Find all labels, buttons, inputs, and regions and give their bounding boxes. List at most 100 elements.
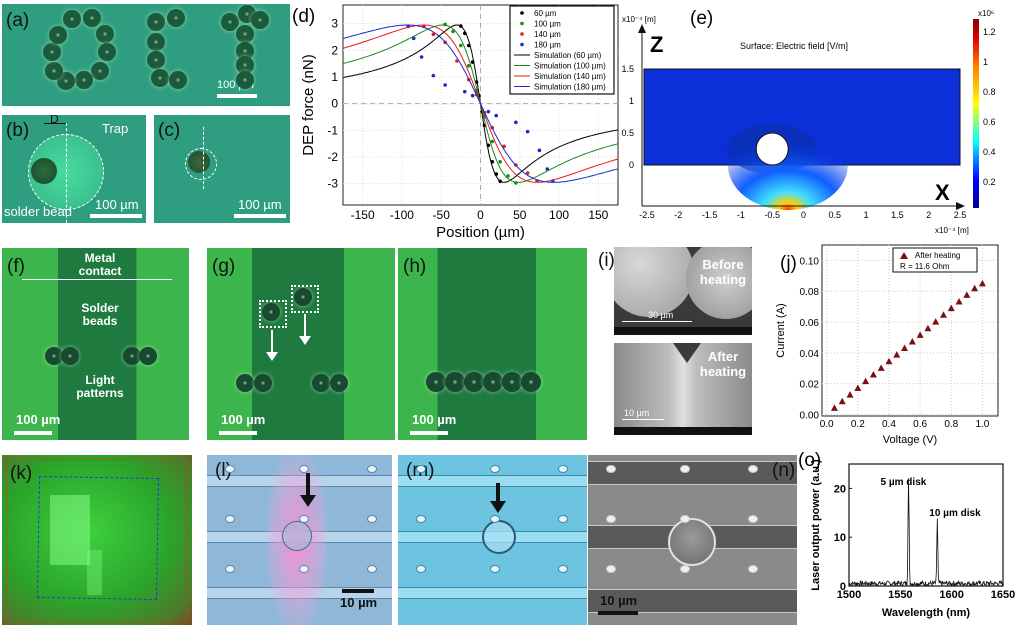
- solder-bead: [98, 43, 116, 61]
- waveguide-stripe: [588, 461, 797, 485]
- colorbar-tick-label: 0.8: [983, 87, 996, 97]
- x-tick-label: 1: [864, 210, 869, 220]
- data-point: [924, 324, 932, 332]
- data-point: [932, 318, 940, 325]
- solder-bead: [57, 72, 75, 90]
- x-unit-label: x10⁻⁴ [m]: [935, 226, 969, 235]
- scale-bar: [342, 589, 374, 593]
- legend-entry: 100 µm: [534, 20, 561, 29]
- legend-box: [892, 247, 978, 273]
- panel-label-e: (e): [690, 8, 713, 29]
- solder-bead: [254, 374, 272, 392]
- alignment-dot: [416, 565, 426, 573]
- scale-bar: [219, 431, 257, 435]
- panel-label-b: (b): [6, 120, 30, 141]
- metal-contact-label: Metal contact: [78, 251, 122, 278]
- colorbar-tick-label: 0.4: [983, 147, 996, 157]
- data-point: [846, 391, 854, 398]
- scale-label: 100 µm: [16, 412, 61, 427]
- sem-after-heating: After heating 10 µm: [614, 343, 752, 435]
- trap-label: Trap: [102, 121, 129, 136]
- scale-bar: [622, 321, 692, 322]
- data-point: [901, 344, 909, 352]
- panel-label-j: (j): [780, 253, 797, 274]
- solder-sphere: [614, 247, 694, 317]
- legend-box: [509, 5, 615, 95]
- x-tick-label: -0.5: [764, 210, 780, 220]
- trap-center-line: [203, 127, 204, 189]
- y-tick-label: 1: [629, 96, 634, 106]
- arrow-head-icon: [490, 501, 506, 513]
- data-point: [466, 64, 471, 68]
- alignment-dot: [680, 465, 690, 473]
- device-pattern: [87, 550, 102, 595]
- x-tick-label: 100: [549, 208, 569, 222]
- microdisk: [482, 520, 516, 554]
- data-point: [490, 139, 495, 144]
- alignment-dot: [606, 565, 616, 573]
- data-point: [545, 167, 550, 171]
- x-tick-label: 2: [926, 210, 931, 220]
- x-tick-label: 0.2: [851, 419, 865, 430]
- y-tick-label: 0.00: [800, 410, 820, 421]
- legend-entry: Simulation (180 µm): [534, 83, 606, 92]
- data-point: [916, 331, 924, 338]
- waveguide-stripe: [398, 475, 587, 487]
- solder-bead: [502, 372, 522, 392]
- down-arrow-icon: [304, 314, 306, 338]
- scale-bar: [234, 214, 286, 218]
- legend-entry: 180 µm: [534, 41, 561, 50]
- solder-bead: [147, 33, 165, 51]
- x-tick-label: -2.5: [639, 210, 655, 220]
- arrow-head-icon: [266, 352, 278, 361]
- colorbar-tick-label: 0.2: [983, 177, 996, 187]
- solder-bead: [236, 71, 254, 89]
- legend-marker: [520, 21, 524, 26]
- y-tick-label: 0.10: [800, 256, 820, 267]
- y-tick-label: 0.08: [800, 287, 820, 298]
- x-tick-label: -1.5: [702, 210, 718, 220]
- data-point: [470, 93, 475, 98]
- solder-beads-label: Solder beads: [81, 301, 119, 328]
- scale-label: 100 µm: [412, 412, 457, 427]
- data-point: [514, 120, 518, 125]
- colorbar-tick-label: 0.6: [983, 117, 996, 127]
- x-arrow-icon: [956, 202, 965, 210]
- device-pattern: [50, 495, 90, 565]
- alignment-dot: [367, 515, 377, 523]
- x-tick-label: 0.5: [829, 210, 842, 220]
- down-arrow-icon: [306, 473, 310, 497]
- plot-area: [848, 463, 1004, 587]
- alignment-dot: [606, 465, 616, 473]
- scale-bar: [90, 214, 142, 218]
- y-axis-label: Laser output power (a.u.): [810, 459, 822, 591]
- distance-label: D: [50, 115, 59, 126]
- alignment-dot: [748, 465, 758, 473]
- selection-box: [259, 300, 287, 328]
- scale-label: 30 µm: [648, 310, 674, 320]
- scale-label: 10 µm: [340, 595, 378, 610]
- y-unit-label: x10⁻⁴ [m]: [622, 15, 656, 24]
- panel-c-micrograph: (c) 100 µm: [154, 115, 290, 223]
- x-tick-label: -150: [351, 208, 375, 222]
- solder-bead: [75, 71, 93, 89]
- alignment-dot: [748, 565, 758, 573]
- plot-area: [821, 244, 999, 417]
- x-tick-label: 0: [477, 208, 484, 222]
- trap-center-line: [66, 123, 67, 223]
- panel-label-g: (g): [212, 256, 236, 277]
- data-point: [502, 144, 506, 149]
- legend-entry: 60 µm: [534, 9, 557, 18]
- y-axis-label: Current (A): [775, 303, 787, 357]
- solder-bead: [755, 132, 789, 166]
- selection-box: [291, 285, 319, 313]
- data-point: [459, 43, 463, 48]
- x-tick-label: -1: [737, 210, 745, 220]
- spectrum-line: [848, 478, 1004, 588]
- data-point: [893, 351, 901, 358]
- arrow-head-icon: [299, 336, 311, 345]
- alignment-dot: [558, 515, 568, 523]
- x-tick-label: 50: [513, 208, 527, 222]
- solder-bead: [294, 288, 312, 306]
- solder-bead: [483, 372, 503, 392]
